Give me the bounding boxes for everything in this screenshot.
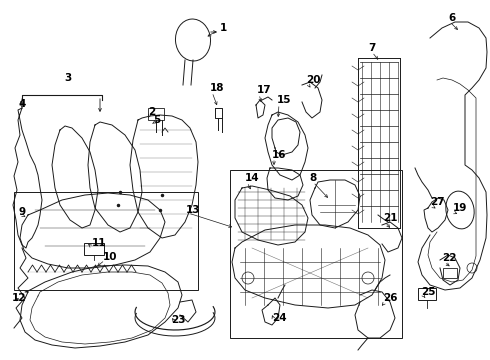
Text: 3: 3 — [64, 73, 72, 83]
Text: 15: 15 — [277, 95, 292, 105]
Text: 11: 11 — [92, 238, 106, 248]
Text: 14: 14 — [245, 173, 260, 183]
Text: 27: 27 — [430, 197, 444, 207]
Bar — [14, 192, 198, 290]
Text: 22: 22 — [442, 253, 457, 263]
Text: 8: 8 — [309, 173, 317, 183]
Bar — [230, 170, 402, 338]
Bar — [418, 288, 436, 300]
Text: 16: 16 — [272, 150, 287, 160]
Text: 17: 17 — [257, 85, 271, 95]
Text: 13: 13 — [186, 205, 200, 215]
Text: 6: 6 — [448, 13, 456, 23]
Text: 21: 21 — [383, 213, 397, 223]
Text: 26: 26 — [383, 293, 397, 303]
Text: 12: 12 — [12, 293, 26, 303]
Text: 23: 23 — [171, 315, 186, 325]
Text: 5: 5 — [153, 115, 160, 125]
Text: 25: 25 — [421, 287, 436, 297]
Text: 20: 20 — [306, 75, 320, 85]
Text: 19: 19 — [453, 203, 467, 213]
Text: 18: 18 — [210, 83, 224, 93]
Bar — [148, 108, 164, 120]
Text: 10: 10 — [103, 252, 118, 262]
Text: 2: 2 — [148, 107, 155, 117]
Text: 9: 9 — [18, 207, 25, 217]
Text: 7: 7 — [368, 43, 376, 53]
Bar — [443, 268, 457, 278]
Bar — [84, 243, 104, 255]
Text: 4: 4 — [18, 99, 25, 109]
Text: 1: 1 — [220, 23, 227, 33]
Text: 24: 24 — [272, 313, 287, 323]
